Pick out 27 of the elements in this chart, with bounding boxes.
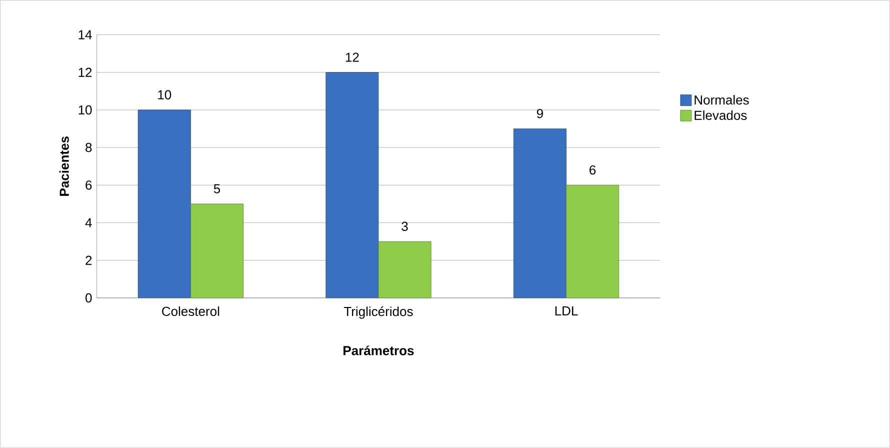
bar bbox=[190, 204, 244, 298]
x-tick-label: Triglicéridos bbox=[344, 306, 413, 319]
data-label: 6 bbox=[590, 166, 596, 175]
data-label: 5 bbox=[214, 184, 220, 194]
bar bbox=[566, 185, 620, 298]
y-axis-title: Pacientes bbox=[59, 136, 69, 196]
bar bbox=[378, 241, 432, 298]
y-tick-label: 10 bbox=[78, 105, 92, 115]
y-tick-label: 2 bbox=[86, 256, 92, 265]
x-tick-label: Colesterol bbox=[162, 306, 220, 316]
y-tick-label: 8 bbox=[86, 143, 92, 152]
x-tick-label: LDL bbox=[555, 306, 578, 316]
legend-label: Normales bbox=[694, 95, 749, 105]
bar bbox=[326, 72, 379, 298]
data-label: 10 bbox=[158, 90, 172, 100]
data-label: 12 bbox=[346, 52, 359, 62]
legend-label: Elevados bbox=[694, 110, 747, 120]
bar bbox=[513, 128, 566, 298]
data-label: 3 bbox=[402, 222, 408, 232]
x-axis-title: Parámetros bbox=[344, 346, 414, 356]
bar bbox=[138, 110, 191, 298]
y-tick-label: 4 bbox=[85, 218, 92, 228]
y-tick-label: 6 bbox=[86, 180, 92, 190]
y-tick-label: 0 bbox=[86, 293, 92, 303]
y-tick-label: 12 bbox=[78, 68, 92, 78]
y-tick-label: 14 bbox=[78, 30, 92, 40]
data-label: 9 bbox=[536, 109, 543, 118]
